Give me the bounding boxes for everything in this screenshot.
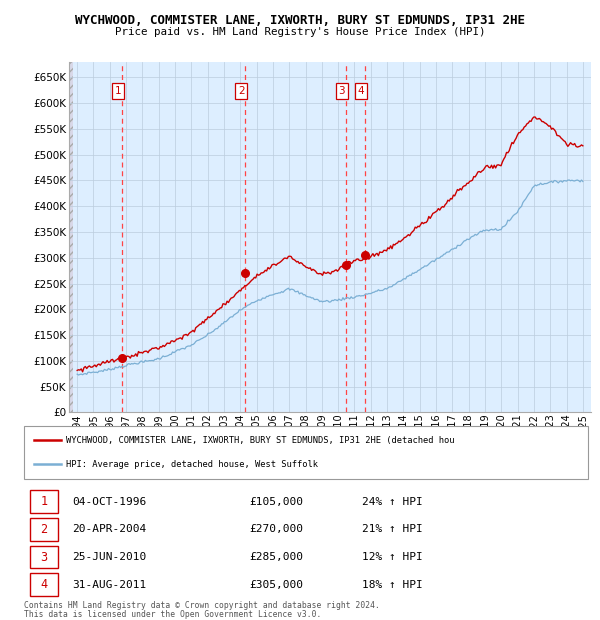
Text: 20-APR-2004: 20-APR-2004 [72,525,146,534]
Text: 24% ↑ HPI: 24% ↑ HPI [362,497,423,507]
Text: 4: 4 [40,578,47,591]
FancyBboxPatch shape [29,490,58,513]
Text: 3: 3 [338,86,345,96]
Text: 25-JUN-2010: 25-JUN-2010 [72,552,146,562]
FancyBboxPatch shape [29,546,58,569]
Text: 12% ↑ HPI: 12% ↑ HPI [362,552,423,562]
Text: This data is licensed under the Open Government Licence v3.0.: This data is licensed under the Open Gov… [24,610,322,619]
Bar [69,62,73,412]
Text: 3: 3 [40,551,47,564]
Text: Price paid vs. HM Land Registry's House Price Index (HPI): Price paid vs. HM Land Registry's House … [115,27,485,37]
Text: 1: 1 [40,495,47,508]
Text: £305,000: £305,000 [250,580,304,590]
Text: 4: 4 [358,86,364,96]
FancyBboxPatch shape [29,518,58,541]
Text: 2: 2 [238,86,244,96]
Text: 1: 1 [115,86,121,96]
Text: £105,000: £105,000 [250,497,304,507]
Text: 31-AUG-2011: 31-AUG-2011 [72,580,146,590]
Text: WYCHWOOD, COMMISTER LANE, IXWORTH, BURY ST EDMUNDS, IP31 2HE (detached hou: WYCHWOOD, COMMISTER LANE, IXWORTH, BURY … [66,436,455,445]
Text: 2: 2 [40,523,47,536]
Text: HPI: Average price, detached house, West Suffolk: HPI: Average price, detached house, West… [66,460,319,469]
Text: WYCHWOOD, COMMISTER LANE, IXWORTH, BURY ST EDMUNDS, IP31 2HE: WYCHWOOD, COMMISTER LANE, IXWORTH, BURY … [75,14,525,27]
Text: £270,000: £270,000 [250,525,304,534]
Text: Contains HM Land Registry data © Crown copyright and database right 2024.: Contains HM Land Registry data © Crown c… [24,601,380,611]
FancyBboxPatch shape [24,426,588,479]
Text: 18% ↑ HPI: 18% ↑ HPI [362,580,423,590]
FancyBboxPatch shape [29,573,58,596]
Text: £285,000: £285,000 [250,552,304,562]
Text: 21% ↑ HPI: 21% ↑ HPI [362,525,423,534]
Text: 04-OCT-1996: 04-OCT-1996 [72,497,146,507]
